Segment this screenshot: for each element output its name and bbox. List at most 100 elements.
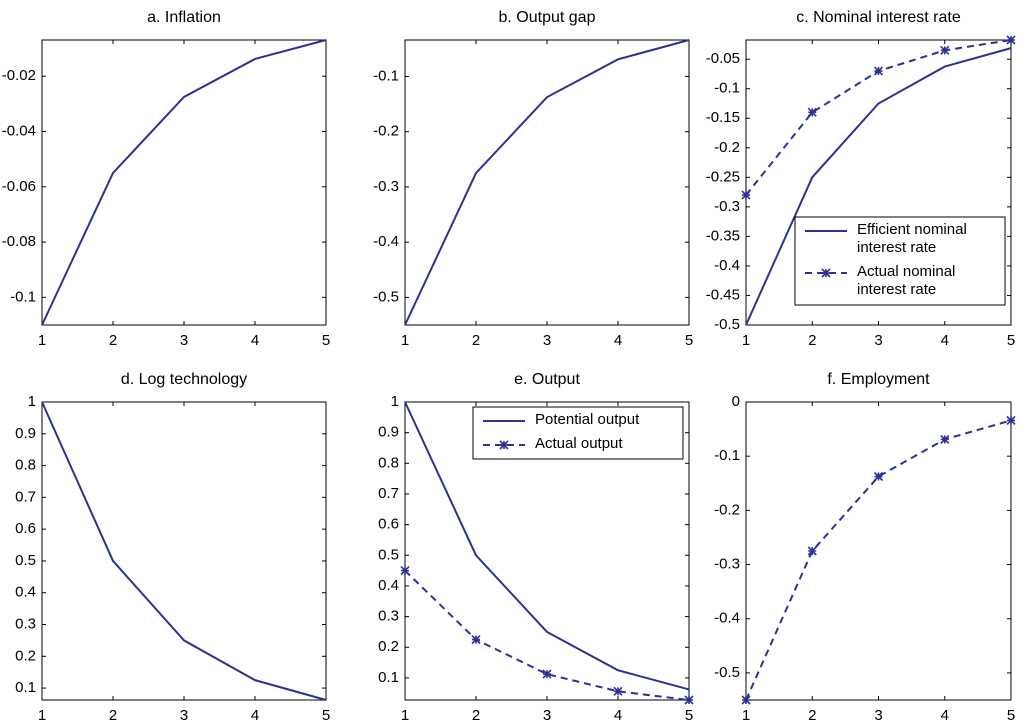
- x-tick-label: 3: [180, 707, 188, 720]
- legend: Potential output Actual output: [472, 406, 684, 460]
- plot-area: [745, 401, 1012, 701]
- legend-label: Efficient nominal interest rate: [857, 221, 967, 256]
- legend-label: Actual nominal interest rate: [857, 263, 956, 298]
- x-tick-label: 3: [874, 707, 882, 720]
- x-tick-label: 5: [685, 332, 693, 349]
- series-marker: [1006, 415, 1016, 425]
- x-tick-label: 4: [941, 707, 949, 720]
- series-marker: [613, 686, 623, 696]
- plot-area: [41, 39, 327, 326]
- series-marker: [400, 566, 410, 576]
- x-tick-label: 3: [543, 332, 551, 349]
- y-tick-label: -0.4: [714, 610, 740, 627]
- y-tick-label: -0.1: [373, 67, 399, 84]
- x-tick-label: 1: [38, 707, 46, 720]
- panel: a. Inflation 1 2 3 4 5 -0.1 -0.08 -0.06 -0.04 -0.0…: [2, 9, 330, 349]
- x-tick-label: 4: [251, 707, 259, 720]
- x-tick-label: 2: [808, 707, 816, 720]
- x-tick-label: 5: [685, 707, 693, 720]
- x-tick-label: 1: [742, 332, 750, 349]
- series-line: [745, 47, 1012, 326]
- legend-label: Potential output: [535, 411, 640, 428]
- plot-area: [404, 39, 690, 326]
- y-tick-label: 0.6: [15, 520, 36, 537]
- plot-area: [41, 401, 327, 701]
- y-tick-label: -0.1: [10, 288, 36, 305]
- x-tick-label: 1: [742, 707, 750, 720]
- panel: d. Log technology 1 2 3 4 5 0.1 0.2 0.3 0.4 0.5 0.6…: [15, 371, 330, 720]
- series-marker: [873, 471, 884, 482]
- legend-marker: [821, 268, 831, 278]
- y-tick-label: -0.35: [706, 227, 740, 244]
- panel: e. Output 1 2 3 4 5 0.1 0.2 0.3 0.4 0.5 0.6 0.7 0.8 0.…: [378, 371, 694, 720]
- series-line: [41, 39, 327, 326]
- x-tick-label: 4: [941, 332, 949, 349]
- y-tick-label: 0.1: [378, 669, 399, 686]
- panel-title: f. Employment: [827, 371, 930, 388]
- legend-text: Efficient nominal interest rate: [857, 221, 967, 256]
- series-marker: [741, 695, 751, 705]
- y-tick-label: -0.02: [2, 67, 36, 84]
- series-line: [404, 569, 690, 701]
- y-tick-label: 0.4: [378, 577, 399, 594]
- x-tick-label: 5: [322, 332, 330, 349]
- series-marker: [741, 190, 751, 200]
- panel: c. Nominal interest rate 1 2 3 4 5 -0.5 -0.45 -0…: [706, 9, 1016, 349]
- series-marker: [1006, 35, 1016, 45]
- legend-box: [472, 406, 684, 460]
- y-tick-label: 0.2: [15, 647, 36, 664]
- y-tick-label: -0.04: [2, 122, 36, 139]
- y-tick-label: 0.9: [378, 424, 399, 441]
- y-tick-label: 1: [391, 393, 399, 410]
- x-tick-label: 1: [38, 332, 46, 349]
- series-marker: [940, 45, 950, 55]
- x-tick-label: 5: [1007, 332, 1015, 349]
- x-tick-label: 3: [874, 332, 882, 349]
- series-marker: [471, 635, 481, 645]
- series-line: [745, 419, 1012, 701]
- y-tick-label: 0.8: [15, 457, 36, 474]
- legend-text: Actual nominal interest rate: [857, 263, 956, 298]
- x-tick-label: 2: [808, 332, 816, 349]
- panel-title: d. Log technology: [121, 371, 247, 388]
- panel: f. Employment 1 2 3 4 5 -0.5 -0.4 -0.3 -0.2 -0.1 0: [714, 371, 1016, 720]
- x-tick-label: 4: [614, 707, 622, 720]
- x-tick-label: 1: [401, 707, 409, 720]
- y-tick-label: -0.08: [2, 233, 36, 250]
- series-marker: [807, 107, 817, 117]
- y-tick-label: 1: [28, 393, 36, 410]
- y-tick-label: -0.5: [714, 664, 740, 681]
- y-tick-label: 0.1: [15, 679, 36, 696]
- y-tick-label: 0.7: [378, 485, 399, 502]
- legend-marker: [499, 440, 509, 450]
- panel: b. Output gap 1 2 3 4 5 -0.5 -0.4 -0.3 -0.2 -0.1: [373, 9, 693, 349]
- x-tick-label: 2: [109, 332, 117, 349]
- legend: Efficient nominal interest rate Actual no…: [794, 216, 1006, 306]
- y-tick-label: -0.1: [714, 447, 740, 464]
- series-line: [404, 39, 690, 326]
- y-tick-label: -0.5: [714, 316, 740, 333]
- y-tick-label: -0.4: [373, 233, 399, 250]
- y-tick-label: -0.2: [373, 123, 399, 140]
- x-tick-label: 5: [1007, 707, 1015, 720]
- y-tick-label: 0.9: [15, 425, 36, 442]
- y-tick-label: -0.25: [706, 168, 740, 185]
- x-tick-label: 4: [251, 332, 259, 349]
- x-tick-label: 2: [472, 332, 480, 349]
- x-tick-label: 4: [614, 332, 622, 349]
- panel-title: a. Inflation: [147, 9, 221, 26]
- y-tick-label: -0.2: [714, 139, 740, 156]
- panel-title: c. Nominal interest rate: [796, 9, 961, 26]
- legend-text: Potential output: [535, 411, 640, 428]
- panel-title: e. Output: [514, 371, 580, 388]
- x-tick-label: 2: [472, 707, 480, 720]
- y-tick-label: -0.45: [706, 286, 740, 303]
- y-tick-label: 0.2: [378, 638, 399, 655]
- y-tick-label: 0.4: [15, 584, 36, 601]
- y-tick-label: 0.5: [15, 552, 36, 569]
- y-tick-label: 0.5: [378, 546, 399, 563]
- y-tick-label: -0.2: [714, 501, 740, 518]
- y-tick-label: -0.3: [714, 556, 740, 573]
- y-tick-label: 0.3: [15, 615, 36, 632]
